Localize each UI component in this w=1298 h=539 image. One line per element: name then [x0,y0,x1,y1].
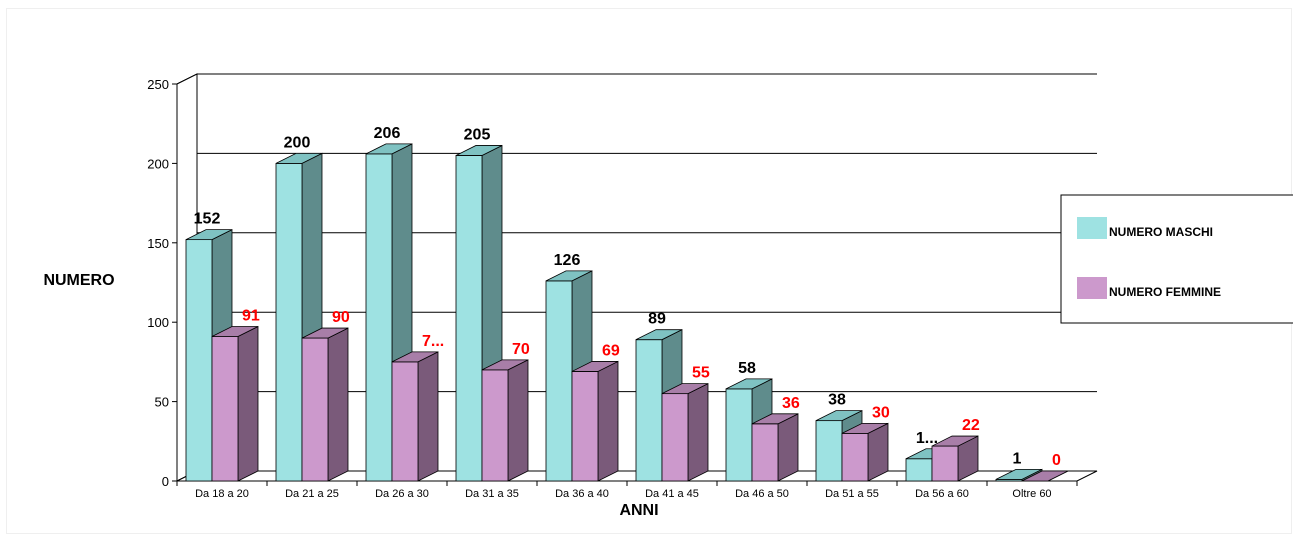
bar [455,155,483,482]
bar [391,361,419,482]
bar-chart: 0 50 100 150 200 250 Da 18 a 20 Da 21 a 25 Da 26… [43,73,1293,519]
legend-label-maschi: NUMERO MASCHI [1109,225,1213,239]
x-tick-label: Da 51 a 55 [825,488,879,500]
legend-box [1060,194,1293,324]
bar-side [507,359,529,482]
bar [841,432,869,482]
data-label-maschi: 206 [374,125,401,142]
data-label-femmine: 55 [692,365,710,382]
x-tick-label: Oltre 60 [1012,488,1051,500]
bar-top [995,469,1043,480]
label-layer: 152 91 200 90 206 7... 205 70 126 69 89 55 58 36 38 30 1… [194,125,1061,469]
data-label-femmine: 69 [602,342,620,359]
data-label-maschi: 89 [648,311,666,328]
bar-layer [185,143,1069,482]
bar [481,369,509,482]
y-tick-label: 200 [147,156,169,171]
data-label-maschi: 205 [464,126,491,143]
y-tick-label: 150 [147,236,169,251]
legend-label-femmine: NUMERO FEMMINE [1109,285,1221,299]
bar [301,337,329,482]
x-tick-label: Da 26 a 30 [375,488,429,500]
x-axis-title: ANNI [619,502,658,519]
bar-top [211,326,259,337]
bar-top [365,143,413,155]
y-tick-label: 100 [147,315,169,330]
data-label-maschi: 152 [194,211,221,228]
bar-side [687,383,709,482]
bar [661,393,689,482]
legend-swatch-femmine [1077,277,1107,299]
y-axis-title: NUMERO [43,272,114,289]
bar-top [545,270,593,282]
data-label-maschi: 1... [916,430,938,447]
bar-side [597,360,619,482]
data-label-femmine: 22 [962,417,980,434]
data-label-femmine: 90 [332,309,350,326]
bar-side [777,413,799,482]
data-label-femmine: 36 [782,395,800,412]
legend-swatch-maschi [1077,217,1107,239]
data-label-femmine: 7... [422,333,444,350]
bar-top [571,361,619,372]
data-label-femmine: 91 [242,307,260,324]
bar-top [815,410,863,422]
bar [571,371,599,482]
chart-frame: 0 50 100 150 200 250 Da 18 a 20 Da 21 a 25 Da 26… [6,8,1293,534]
bar-top [725,378,773,390]
y-tick-label: 50 [155,395,169,410]
x-tick-label: Da 36 a 40 [555,488,609,500]
data-label-maschi: 200 [284,134,311,151]
x-tick-label: Da 31 a 35 [465,488,519,500]
data-label-maschi: 38 [828,392,846,409]
data-label-maschi: 58 [738,360,756,377]
bar [365,153,393,482]
bar-side [237,325,259,482]
bar-top [185,229,233,241]
bar-side [417,351,439,482]
x-tick-label: Da 46 a 50 [735,488,789,500]
bar-top [661,383,709,395]
x-tick-label: Da 18 a 20 [195,488,249,500]
x-tick-label: Da 21 a 25 [285,488,339,500]
bar [725,388,753,482]
bar-top [841,422,889,434]
bar [185,239,213,482]
bar-top [1021,470,1069,482]
y-tick-label: 0 [162,474,169,489]
bar-top [481,359,529,371]
x-tick-label: Da 41 a 45 [645,488,699,500]
data-label-femmine: 0 [1052,452,1061,469]
bar-top [751,413,799,425]
bar [905,458,933,482]
legend: NUMERO MASCHI NUMERO FEMMINE [1060,194,1293,324]
bar [275,162,303,482]
bar-top [931,435,979,447]
bar-top [301,327,349,339]
bar [545,280,573,482]
data-label-femmine: 70 [512,341,530,358]
bar-top [635,329,683,341]
bar [931,445,959,482]
x-tick-label: Da 56 a 60 [915,488,969,500]
bar [815,420,843,482]
y-tick-label: 250 [147,77,169,92]
bar-side [327,327,349,482]
bar [751,423,779,482]
bar-top [455,145,503,156]
data-label-maschi: 1 [1013,450,1022,467]
bar-top [275,152,323,164]
data-label-maschi: 126 [554,252,581,269]
bar [211,336,239,482]
data-label-femmine: 30 [872,404,890,421]
bar-top [391,351,439,363]
bar [635,339,663,482]
